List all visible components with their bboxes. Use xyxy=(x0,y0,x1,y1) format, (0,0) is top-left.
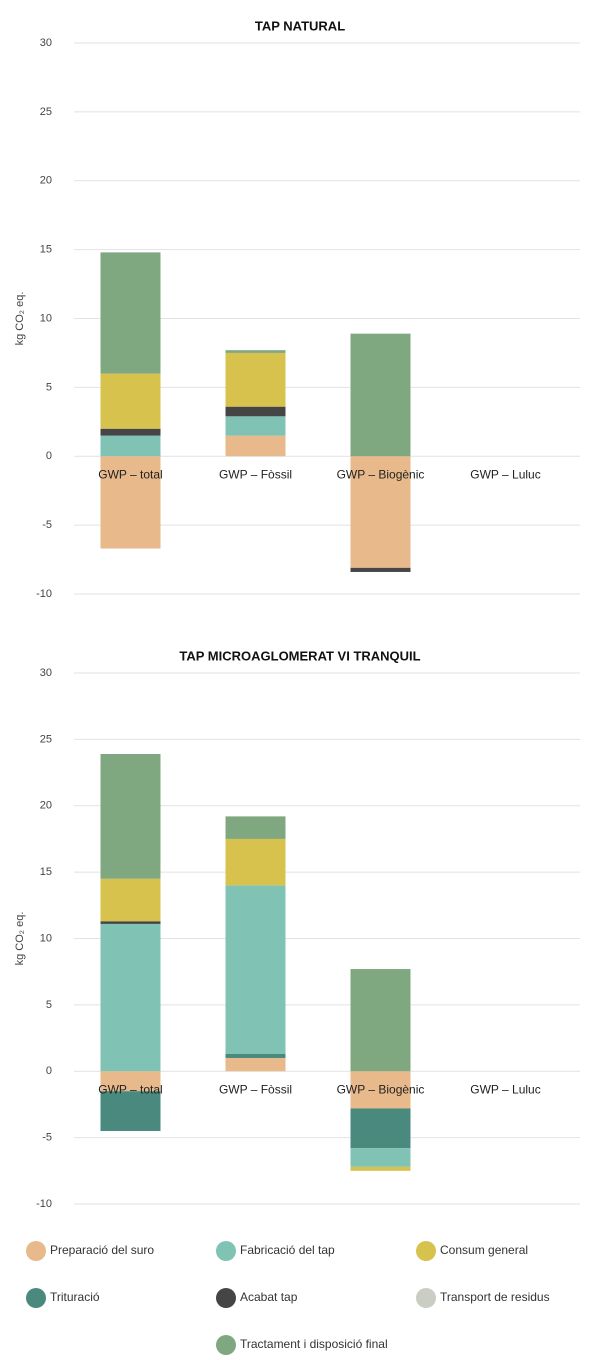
chart-title: TAP MICROAGLOMERAT VI TRANQUIL xyxy=(179,648,420,663)
bar-segment xyxy=(100,435,161,457)
y-tick-label: 15 xyxy=(40,244,52,256)
y-tick-label: -5 xyxy=(42,519,52,531)
bar-segment xyxy=(100,252,161,374)
y-tick-label: -5 xyxy=(42,1132,52,1144)
x-tick-label: GWP – total xyxy=(98,1082,162,1096)
y-tick-label: 30 xyxy=(40,37,52,49)
bar-segment xyxy=(350,456,411,568)
bar-segment xyxy=(350,567,411,572)
legend-swatch xyxy=(216,1241,236,1261)
bar-segment xyxy=(100,456,161,549)
bar-segment xyxy=(225,406,286,417)
bar-segment xyxy=(100,428,161,436)
bar-segment xyxy=(225,1053,286,1058)
x-tick-label: GWP – Biogènic xyxy=(337,1082,425,1096)
x-tick-label: GWP – total xyxy=(98,467,162,481)
legend-swatch xyxy=(26,1241,46,1261)
y-tick-label: 20 xyxy=(40,800,52,812)
y-tick-label: -10 xyxy=(36,1198,52,1210)
x-tick-label: GWP – Fòssil xyxy=(219,467,292,481)
chart-title: TAP NATURAL xyxy=(255,18,345,33)
legend-label: Tractament i disposició final xyxy=(240,1337,388,1351)
bar-segment xyxy=(100,373,161,429)
y-tick-label: 5 xyxy=(46,381,52,393)
legend-label: Trituració xyxy=(50,1290,100,1304)
x-tick-label: GWP – Luluc xyxy=(470,1082,540,1096)
bar-segment xyxy=(225,885,286,1054)
legend-swatch xyxy=(416,1241,436,1261)
legend-label: Fabricació del tap xyxy=(240,1243,335,1257)
bar-segment xyxy=(100,1091,161,1131)
x-tick-label: GWP – Biogènic xyxy=(337,467,425,481)
legend-swatch xyxy=(26,1288,46,1308)
legend-swatch xyxy=(416,1288,436,1308)
legend-label: Preparació del suro xyxy=(50,1243,154,1257)
bar-segment xyxy=(350,1071,411,1109)
y-tick-label: 0 xyxy=(46,450,52,462)
bar-segment xyxy=(225,350,286,353)
bar-segment xyxy=(225,352,286,407)
y-tick-label: 10 xyxy=(40,312,52,324)
y-tick-label: 10 xyxy=(40,932,52,944)
y-tick-label: 25 xyxy=(40,733,52,745)
bar-segment xyxy=(100,753,161,879)
bar-segment xyxy=(100,923,161,1072)
legend-label: Transport de residus xyxy=(440,1290,550,1304)
bar-segment xyxy=(225,816,286,839)
bar-segment xyxy=(225,416,286,436)
legend-label: Consum general xyxy=(440,1243,528,1257)
y-tick-label: 15 xyxy=(40,866,52,878)
bar-segment xyxy=(100,1071,161,1092)
legend-label: Acabat tap xyxy=(240,1290,298,1304)
bar-segment xyxy=(350,1148,411,1167)
bar-segment xyxy=(350,1108,411,1149)
legend-swatch xyxy=(216,1288,236,1308)
bar-segment xyxy=(350,1166,411,1171)
y-axis-label: kg CO₂ eq. xyxy=(14,292,26,346)
y-axis-label: kg CO₂ eq. xyxy=(14,912,26,966)
y-tick-label: 30 xyxy=(40,667,52,679)
x-tick-label: GWP – Fòssil xyxy=(219,1082,292,1096)
bar-segment xyxy=(100,921,161,924)
y-tick-label: 0 xyxy=(46,1065,52,1077)
legend-swatch xyxy=(216,1335,236,1355)
x-tick-label: GWP – Luluc xyxy=(470,467,540,481)
bar-segment xyxy=(225,435,286,457)
y-tick-label: -10 xyxy=(36,588,52,600)
y-tick-label: 25 xyxy=(40,106,52,118)
bar-segment xyxy=(100,878,161,922)
y-tick-label: 5 xyxy=(46,999,52,1011)
bar-segment xyxy=(350,969,411,1072)
bar-segment xyxy=(225,838,286,886)
y-tick-label: 20 xyxy=(40,175,52,187)
bar-segment xyxy=(225,1057,286,1072)
bar-segment xyxy=(350,333,411,457)
